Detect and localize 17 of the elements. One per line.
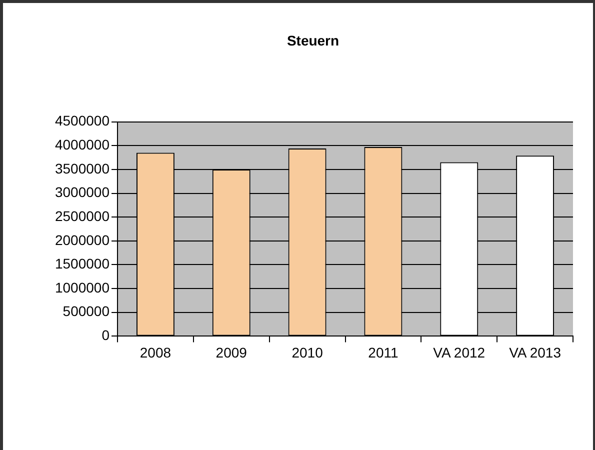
- y-tick-label: 2000000: [54, 232, 110, 248]
- y-tick-label: 500000: [62, 303, 110, 320]
- y-tick-label: 3000000: [54, 184, 110, 200]
- y-tick-label: 1500000: [54, 256, 110, 272]
- x-tick-label: 2009: [216, 344, 248, 360]
- y-tick-label: 3500000: [54, 160, 110, 176]
- x-tick-label: VA 2012: [433, 344, 486, 360]
- chart-title: Steuern: [286, 32, 340, 48]
- x-tick-label: 2011: [368, 344, 398, 360]
- y-tick-label: 4000000: [54, 136, 110, 152]
- y-tick-label: 4500000: [54, 112, 110, 129]
- x-tick-label: VA 2013: [509, 344, 562, 360]
- x-tick-label: 2010: [292, 344, 324, 360]
- y-tick-label: 2500000: [54, 208, 110, 224]
- x-tick-label: 2008: [140, 344, 172, 360]
- y-tick-label: 0: [102, 327, 110, 344]
- y-tick-label: 1000000: [54, 279, 110, 296]
